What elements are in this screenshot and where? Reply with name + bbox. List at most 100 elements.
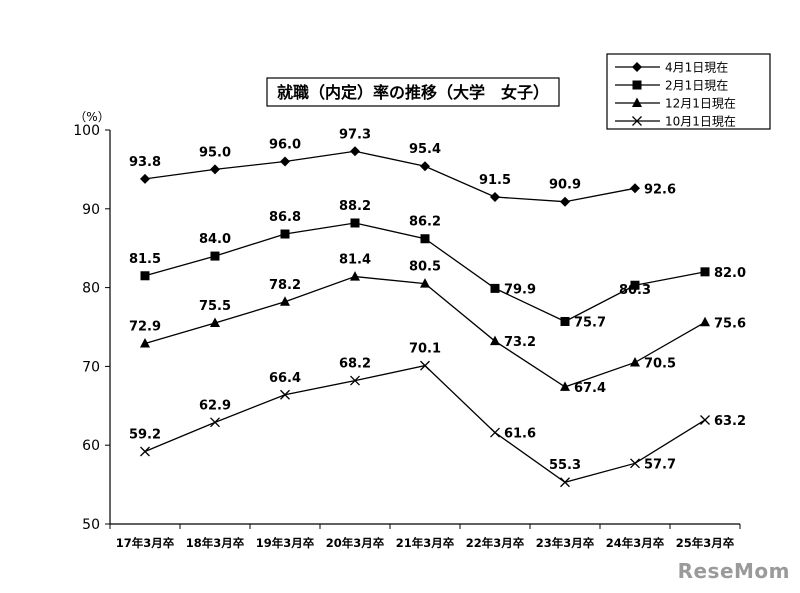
cross-marker (280, 389, 290, 400)
data-label: 59.2 (129, 428, 161, 443)
chart-title-border (266, 77, 560, 107)
data-label: 97.3 (339, 127, 371, 142)
y-tick-label: 50 (82, 517, 100, 533)
data-label: 91.5 (479, 173, 511, 188)
x-tick-label: 22年3月卒 (466, 536, 525, 550)
series-group (140, 146, 710, 488)
triangle-marker (350, 271, 360, 281)
chart-title: 就職（内定）率の推移（大学 女子） (277, 83, 549, 102)
data-label: 92.6 (644, 182, 676, 197)
data-label: 95.4 (409, 142, 441, 157)
data-label: 75.5 (199, 299, 231, 314)
cross-marker (350, 375, 360, 386)
y-tick-label: 90 (82, 202, 100, 218)
data-label: 55.3 (549, 458, 581, 473)
x-tick-label: 20年3月卒 (326, 536, 385, 550)
data-label: 70.5 (644, 356, 676, 371)
y-tick-label: 100 (73, 123, 100, 139)
triangle-marker (700, 316, 710, 327)
square-marker (280, 229, 290, 239)
diamond-marker (420, 161, 430, 172)
diamond-marker (280, 156, 290, 167)
x-tick-label: 18年3月卒 (186, 536, 245, 550)
square-marker (420, 234, 430, 244)
triangle-marker (140, 338, 150, 348)
triangle-marker (560, 381, 570, 391)
y-tick-label: 60 (82, 438, 100, 454)
cross-marker (420, 360, 430, 371)
cross-marker (140, 446, 150, 457)
cross-marker (632, 116, 642, 126)
data-label: 95.0 (199, 145, 231, 160)
data-label: 86.8 (269, 210, 301, 225)
x-tick-label: 19年3月卒 (256, 536, 315, 550)
series-diamond (140, 146, 640, 207)
y-axis-unit-label: （%） (74, 110, 109, 124)
data-label: 84.0 (199, 232, 231, 247)
data-label: 88.2 (339, 199, 371, 214)
y-tick-label: 80 (82, 281, 100, 297)
data-label: 80.3 (619, 283, 651, 298)
data-label: 82.0 (714, 266, 746, 281)
square-marker (210, 251, 220, 261)
data-label: 96.0 (269, 138, 301, 153)
legend: 4月1日現在 2月1日現在 12月1日現在 10月1日現在 (606, 53, 771, 130)
data-label: 72.9 (129, 320, 161, 335)
x-tick-label: 25年3月卒 (676, 536, 735, 550)
triangle-marker (490, 335, 500, 346)
data-label: 61.6 (504, 427, 536, 442)
data-label: 57.7 (644, 457, 676, 472)
square-marker (700, 267, 710, 277)
legend-entry-label: 10月1日現在 (665, 115, 736, 129)
data-label: 70.1 (409, 342, 441, 357)
data-label: 86.2 (409, 215, 441, 230)
data-label: 68.2 (339, 357, 371, 372)
data-label: 81.5 (129, 252, 161, 267)
triangle-marker (210, 317, 220, 328)
triangle-marker (630, 356, 640, 367)
legend-entry-label: 4月1日現在 (665, 61, 728, 75)
square-marker (630, 280, 640, 290)
cross-marker (700, 415, 710, 425)
data-label: 78.2 (269, 278, 301, 293)
x-tick-label: 21年3月卒 (396, 536, 455, 550)
data-label: 66.4 (269, 371, 301, 386)
cross-marker (210, 417, 220, 428)
series-square (140, 218, 710, 326)
data-label: 79.9 (504, 282, 536, 297)
data-label: 93.8 (129, 155, 161, 170)
data-label: 73.2 (504, 335, 536, 350)
x-tick-label: 24年3月卒 (606, 536, 665, 550)
square-marker (140, 271, 150, 281)
data-label: 75.6 (714, 316, 746, 331)
data-label: 67.4 (574, 381, 606, 396)
triangle-marker (632, 97, 642, 107)
data-label: 75.7 (574, 315, 606, 330)
data-label: 90.9 (549, 178, 581, 193)
triangle-marker (420, 278, 430, 288)
data-label: 62.9 (199, 398, 231, 413)
diamond-marker (490, 191, 500, 202)
data-labels: 93.8 95.0 96.0 97.3 95.4 91.5 90.9 92.6 81.5 84.0… (129, 127, 746, 473)
square-marker (560, 316, 570, 326)
data-label: 80.5 (409, 260, 441, 275)
chart-title-box: 就職（内定）率の推移（大学 女子） (266, 77, 560, 107)
resemom-watermark-logo: ReseMom (677, 559, 790, 583)
square-marker (490, 283, 500, 293)
diamond-marker (630, 183, 640, 194)
cross-marker (490, 427, 500, 438)
diamond-marker (350, 146, 360, 157)
x-tick-label: 23年3月卒 (536, 536, 595, 550)
series-line (144, 150, 636, 203)
cross-marker (560, 477, 570, 488)
square-marker (632, 80, 642, 90)
legend-entry-label: 2月1日現在 (665, 79, 728, 93)
square-marker (350, 218, 360, 228)
axes: 50 60 70 80 90 100 17年3月卒 18年3月卒 19年3月卒 20年3月卒 21年… (73, 123, 741, 550)
triangle-marker (280, 296, 290, 306)
diamond-marker (210, 164, 220, 175)
legend-entry-label: 12月1日現在 (665, 97, 736, 111)
data-label: 81.4 (339, 253, 371, 268)
